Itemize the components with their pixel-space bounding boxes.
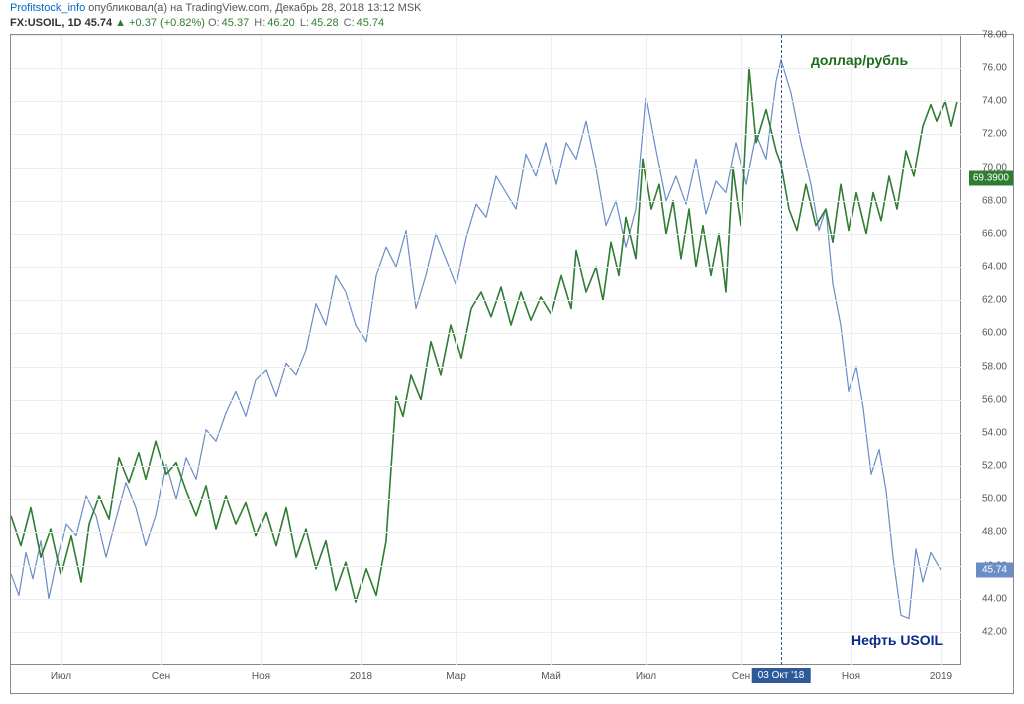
change-pct: (+0.82%) bbox=[160, 17, 205, 29]
y-axis: 42.0044.0046.0048.0050.0052.0054.0056.00… bbox=[961, 35, 1013, 665]
ytick: 64.00 bbox=[982, 262, 1007, 273]
annotation: доллар/рубль bbox=[811, 52, 908, 68]
last-price: 45.74 bbox=[85, 17, 113, 29]
ytick: 76.00 bbox=[982, 63, 1007, 74]
xtick: Сен bbox=[152, 671, 170, 682]
chart-frame: доллар/рубльНефть USOIL 42.0044.0046.004… bbox=[10, 34, 1014, 694]
vertical-marker bbox=[781, 35, 782, 665]
ytick: 66.00 bbox=[982, 228, 1007, 239]
series-usoil bbox=[11, 60, 941, 619]
change-abs: +0.37 bbox=[129, 17, 157, 29]
ytick: 56.00 bbox=[982, 394, 1007, 405]
ytick: 52.00 bbox=[982, 461, 1007, 472]
up-arrow-icon: ▲ bbox=[115, 17, 126, 29]
xtick: Июл bbox=[51, 671, 71, 682]
ytick: 74.00 bbox=[982, 96, 1007, 107]
xtick: Мар bbox=[446, 671, 466, 682]
ytick: 78.00 bbox=[982, 30, 1007, 41]
ytick: 62.00 bbox=[982, 295, 1007, 306]
ohlc: O:45.37 H:46.20 L:45.28 C:45.74 bbox=[208, 17, 386, 29]
ytick: 50.00 bbox=[982, 494, 1007, 505]
x-axis: Июл Сен Ноя 2018 Мар Май Июл Сен Ноя 2019 03 Окт '… bbox=[11, 665, 961, 693]
header-middle: опубликовал(а) на TradingView.com, bbox=[85, 2, 275, 14]
x-marker-label: 03 Окт '18 bbox=[752, 668, 811, 683]
plot-area[interactable]: доллар/рубль Нефть USOIL bbox=[11, 35, 961, 665]
xtick: 2018 bbox=[350, 671, 372, 682]
xtick: Сен bbox=[732, 671, 750, 682]
ytick: 42.00 bbox=[982, 626, 1007, 637]
header-line1: Profitstock_info опубликовал(а) на Tradi… bbox=[10, 2, 422, 14]
ytick: 58.00 bbox=[982, 361, 1007, 372]
xtick: Июл bbox=[636, 671, 656, 682]
annotation: Нефть USOIL bbox=[851, 632, 943, 648]
ytick: 68.00 bbox=[982, 195, 1007, 206]
chart-container: Profitstock_info опубликовал(а) на Tradi… bbox=[0, 0, 1024, 704]
price-tag-usoil: 45.74 bbox=[976, 562, 1013, 577]
symbol: FX:USOIL, 1D bbox=[10, 17, 82, 29]
ytick: 44.00 bbox=[982, 593, 1007, 604]
publisher-link[interactable]: Profitstock_info bbox=[10, 2, 85, 14]
ytick: 48.00 bbox=[982, 527, 1007, 538]
series-usdrub bbox=[11, 68, 957, 602]
xtick: 2019 bbox=[930, 671, 952, 682]
xtick: Ноя bbox=[252, 671, 270, 682]
price-tag-usdrub: 69.3900 bbox=[969, 170, 1013, 185]
xtick: Ноя bbox=[842, 671, 860, 682]
symbol-line: FX:USOIL, 1D 45.74 ▲ +0.37 (+0.82%) O:45… bbox=[10, 17, 386, 29]
xtick: Май bbox=[541, 671, 561, 682]
chart-svg bbox=[11, 35, 961, 665]
ytick: 72.00 bbox=[982, 129, 1007, 140]
header-date: Декабрь 28, 2018 13:12 MSK bbox=[275, 2, 421, 14]
ytick: 60.00 bbox=[982, 328, 1007, 339]
ytick: 54.00 bbox=[982, 427, 1007, 438]
